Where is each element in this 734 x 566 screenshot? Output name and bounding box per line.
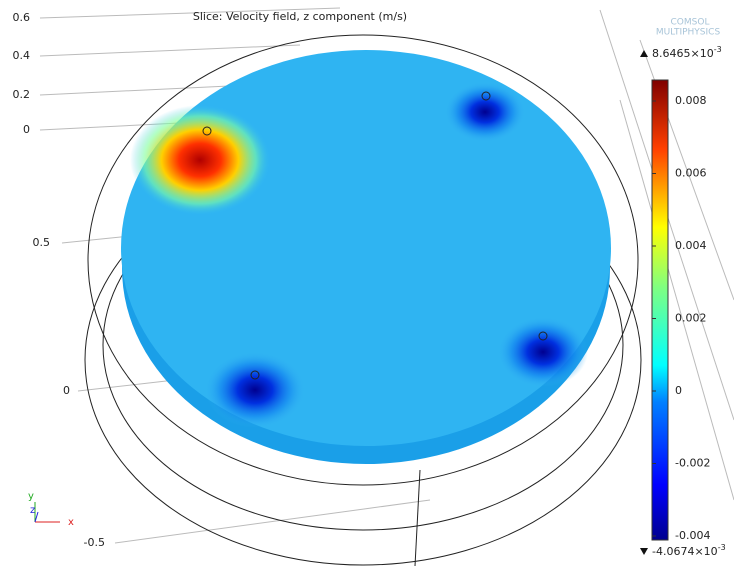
colorbar-tick-label: 0: [675, 384, 682, 397]
logo: MULTIPHYSICS: [656, 28, 721, 38]
axis-label: 0.6: [13, 11, 31, 24]
axis-label: 0.2: [13, 88, 31, 101]
min-arrow: [640, 548, 648, 555]
triad-label: z: [30, 505, 35, 516]
colorbar-max: 8.6465×10-3: [652, 45, 722, 61]
axis-label: 0.4: [13, 49, 31, 62]
hot-spot: [130, 105, 270, 215]
triad: [35, 502, 60, 522]
exponent: -3: [714, 45, 722, 54]
max-arrow: [640, 50, 648, 57]
mantissa: 8.6465×10: [652, 47, 714, 60]
viewport: Slice: Velocity field, z component (m/s)…: [0, 0, 734, 566]
triad-label: x: [68, 517, 74, 528]
cold-spot: [498, 317, 588, 387]
axis-label: 0: [23, 123, 30, 136]
colorbar-min: -4.0674×10-3: [652, 543, 726, 559]
axis-label: 0: [63, 384, 70, 397]
mantissa: -4.0674×10: [652, 545, 718, 558]
cold-spot: [445, 82, 525, 142]
colorbar-tick-label: -0.004: [675, 529, 710, 542]
exponent: -3: [718, 543, 726, 552]
axis-label: -0.5: [84, 536, 105, 549]
colorbar-tick-label: -0.002: [675, 457, 710, 470]
triad-label: y: [28, 491, 34, 502]
axis-label: 0.5: [33, 236, 51, 249]
colorbar: [652, 80, 668, 540]
cold-spot: [205, 352, 305, 428]
colorbar-tick-label: 0.004: [675, 239, 707, 252]
graphics: Slice: Velocity field, z component (m/s)…: [0, 0, 734, 566]
colorbar-tick-label: 0.008: [675, 94, 707, 107]
colorbar-tick-label: 0.002: [675, 312, 707, 325]
logo: COMSOL: [671, 18, 710, 28]
colorbar-tick-label: 0.006: [675, 167, 707, 180]
plot-title: Slice: Velocity field, z component (m/s): [193, 10, 407, 23]
